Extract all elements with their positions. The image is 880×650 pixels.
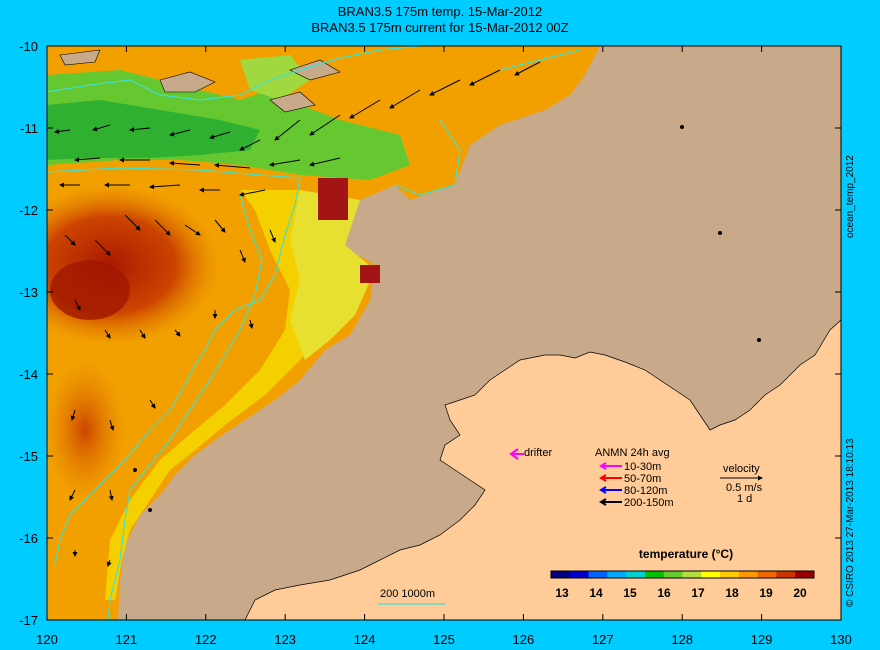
colorbar-segment — [588, 571, 608, 578]
colorbar-segment — [682, 571, 702, 578]
credit-label: © CSIRO 2013 27-Mar-2013 18:10:13 — [845, 438, 856, 607]
current-vectors — [54, 61, 541, 567]
colorbar-label: 14 — [589, 586, 603, 600]
colorbar-label: 19 — [759, 586, 773, 600]
x-tick-label: 129 — [751, 632, 773, 647]
anmn-title: ANMN 24h avg — [595, 447, 670, 459]
velocity-legend: velocity 0.5 m/s 1 d — [720, 463, 763, 505]
colorbar-segment — [569, 571, 590, 578]
depth-legend-arrow — [599, 498, 607, 506]
x-axis-labels: 120 121 122 123 124 125 126 127 128 129 130 — [36, 632, 852, 647]
map-title: BRAN3.5 175m temp. 15-Mar-2012 — [337, 4, 543, 19]
x-tick-label: 128 — [671, 632, 693, 647]
x-tick-label: 123 — [274, 632, 296, 647]
velocity-scale: 0.5 m/s — [726, 482, 763, 494]
y-tick-label: -17 — [19, 613, 38, 628]
colorbar-segment — [701, 571, 721, 578]
colorbar-segment — [626, 571, 646, 578]
colorbar-label: 17 — [691, 586, 705, 600]
colorbar-segment — [757, 571, 777, 578]
x-tick-label: 130 — [830, 632, 852, 647]
depth-legend-label: 80-120m — [624, 485, 667, 497]
colorbar-label: 13 — [555, 586, 569, 600]
australia-land — [244, 319, 841, 620]
x-tick-label: 122 — [195, 632, 217, 647]
y-tick-label: -11 — [20, 121, 38, 136]
colorbar-label: 20 — [793, 586, 807, 600]
colorbar-segment — [738, 571, 759, 578]
depth-legend-arrow — [599, 486, 607, 494]
x-tick-label: 124 — [354, 632, 376, 647]
velocity-time: 1 d — [737, 493, 752, 505]
drifter-label: drifter — [524, 447, 552, 459]
colorbar-segment — [776, 571, 796, 578]
y-tick-label: -13 — [19, 285, 38, 300]
isobath-label: 200 1000m — [380, 588, 435, 600]
side-label: ocean_temp_2012 — [845, 155, 856, 238]
colorbar-segment — [720, 571, 740, 578]
colorbar-segment — [795, 571, 815, 578]
temperature-colorbar: temperature (°C) 13 14 15 16 17 18 19 20 — [550, 547, 815, 600]
depth-legend-label: 50-70m — [624, 473, 661, 485]
isobath-legend: 200 1000m — [378, 588, 445, 605]
mooring-markers — [133, 125, 761, 512]
depth-legend-arrow — [599, 474, 607, 482]
x-tick-label: 125 — [433, 632, 455, 647]
velocity-title: velocity — [723, 463, 760, 475]
x-tick-label: 126 — [513, 632, 535, 647]
y-tick-label: -16 — [19, 531, 38, 546]
drifter-legend: drifter — [509, 447, 552, 460]
colorbar-segment — [607, 571, 627, 578]
colorbar-frame — [550, 570, 815, 579]
y-tick-label: -15 — [19, 449, 38, 464]
y-tick-label: -14 — [19, 367, 38, 382]
map-plot-area — [47, 46, 841, 620]
colorbar-label: 18 — [725, 586, 739, 600]
x-tick-label: 121 — [116, 632, 138, 647]
x-tick-label: 120 — [36, 632, 58, 647]
colorbar-title: temperature (°C) — [639, 547, 733, 561]
y-tick-label: -12 — [19, 203, 38, 218]
colorbar-label: 15 — [623, 586, 637, 600]
colorbar-label: 16 — [657, 586, 671, 600]
y-tick-label: -10 — [19, 39, 38, 54]
x-tick-label: 127 — [592, 632, 614, 647]
colorbar-segment — [644, 571, 665, 578]
colorbar-segment — [663, 571, 683, 578]
depth-legend-label: 10-30m — [624, 461, 661, 473]
depth-legend-arrow — [599, 462, 607, 470]
map-subtitle: BRAN3.5 175m current for 15-Mar-2012 00Z — [311, 20, 569, 35]
y-axis-labels: -10 -11 -12 -13 -14 -15 -16 -17 — [19, 39, 38, 628]
colorbar-segment — [551, 571, 571, 578]
depth-legend-label: 200-150m — [624, 497, 674, 509]
axis-ticks — [46, 45, 842, 621]
